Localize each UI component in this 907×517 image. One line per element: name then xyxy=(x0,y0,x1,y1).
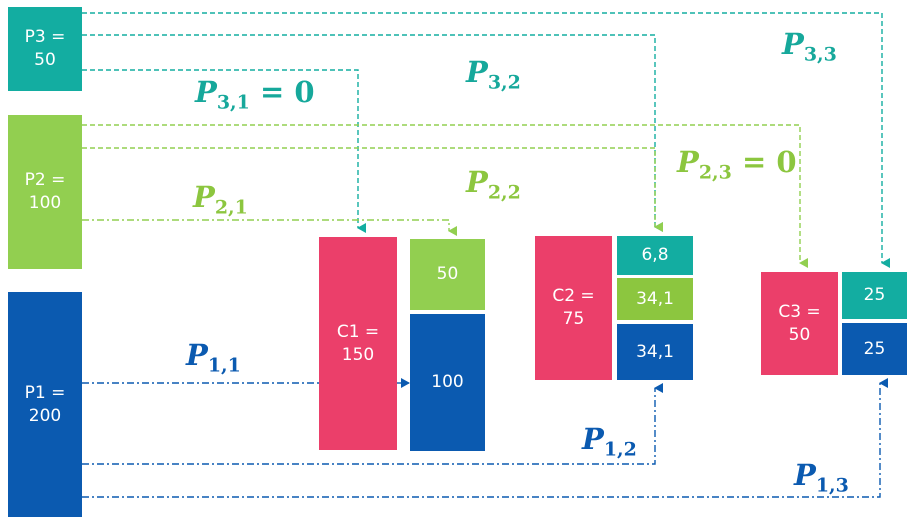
arrow-p2-c1 xyxy=(82,219,457,236)
flow-label-p13: P1,3 xyxy=(794,458,849,497)
arrow-p3-c1 xyxy=(82,69,366,233)
c2-allocation-p3: 6,8 xyxy=(617,236,693,275)
arrow-p2-c3 xyxy=(82,124,808,268)
flow-label-p21: P2,1 xyxy=(193,180,248,219)
consumer-c3-box: C3 = 50 xyxy=(761,272,838,375)
flow-label-p23: P2,3 = 0 xyxy=(677,145,797,184)
consumer-c2-box: C2 = 75 xyxy=(535,236,612,380)
c2-allocation-p1: 34,1 xyxy=(617,324,693,380)
flow-label-p12: P1,2 xyxy=(582,422,637,461)
flow-label-p33: P3,3 xyxy=(782,27,837,66)
arrow-p1-c2 xyxy=(82,383,663,465)
consumer-c1-box: C1 = 150 xyxy=(319,237,397,450)
c3-allocation-p1: 25 xyxy=(842,323,907,375)
c1-allocation-p1: 100 xyxy=(410,314,485,451)
flow-label-p31: P3,1 = 0 xyxy=(195,75,315,114)
arrow-p1-c3 xyxy=(82,378,888,498)
flow-label-p32: P3,2 xyxy=(466,55,521,94)
producer-p3-box: P3 = 50 xyxy=(8,7,82,91)
producer-p2-box: P2 = 100 xyxy=(8,115,82,269)
c1-allocation-p2: 50 xyxy=(410,239,485,310)
producer-p1-box: P1 = 200 xyxy=(8,292,82,517)
c2-allocation-p2: 34,1 xyxy=(617,278,693,320)
arrow-p2-c2 xyxy=(82,147,663,232)
flow-label-p11: P1,1 xyxy=(186,338,241,377)
c3-allocation-p3: 25 xyxy=(842,272,907,319)
arrow-p3-c3 xyxy=(82,12,890,268)
flow-label-p22: P2,2 xyxy=(466,165,521,204)
arrow-p3-c2 xyxy=(82,34,663,232)
